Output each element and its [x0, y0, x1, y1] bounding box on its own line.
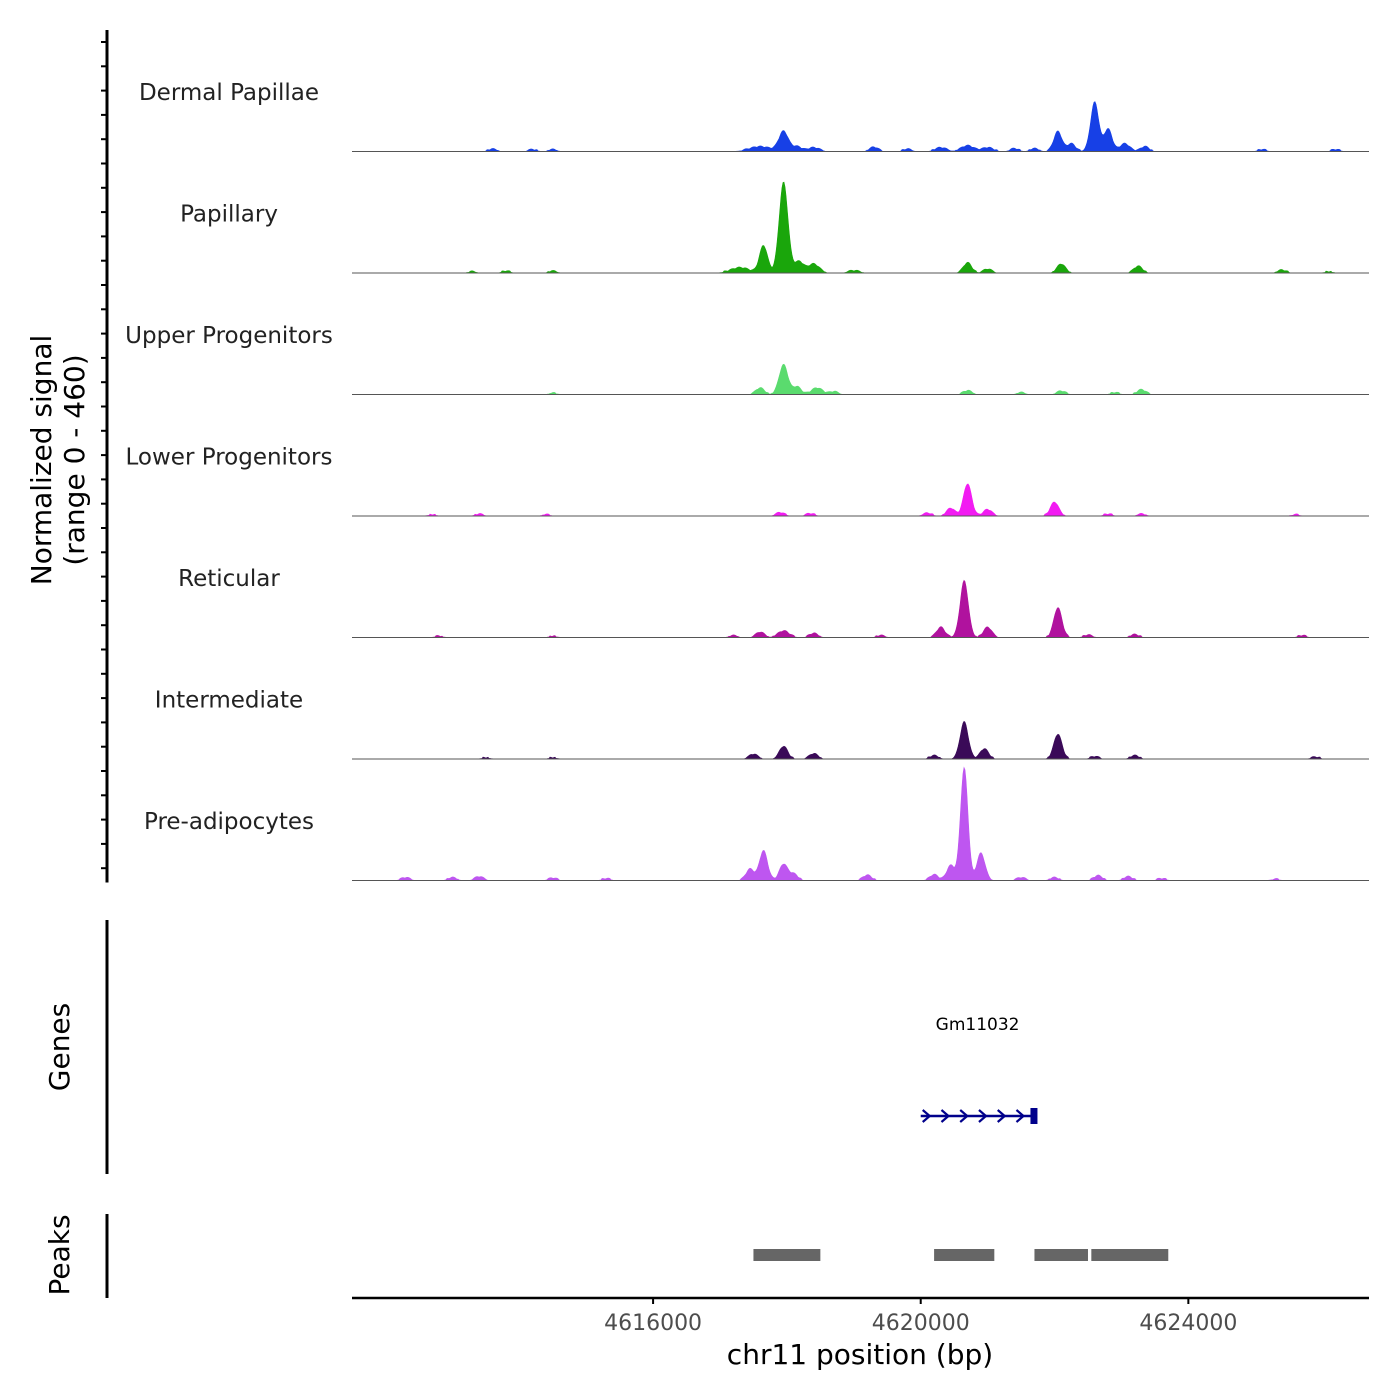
y-axis-label: Normalized signal (range 0 - 460) [25, 335, 91, 586]
coverage-y-axis [101, 30, 109, 883]
track-dermal-papillae: Dermal Papillae [139, 80, 1369, 152]
strand-arrow [922, 1109, 932, 1123]
coverage-area [352, 483, 1369, 517]
gene-exon [1030, 1108, 1038, 1124]
x-axis-tick-label: 4620000 [872, 1311, 970, 1336]
y-axis-label-line2: (range 0 - 460) [58, 354, 91, 565]
peaks-track: Peaks [43, 1214, 1169, 1298]
coverage-area [352, 766, 1369, 881]
track-label: Intermediate [155, 688, 303, 714]
track-upper-progenitors: Upper Progenitors [125, 323, 1369, 395]
genes-track: Genes Gm11032 [43, 920, 1038, 1174]
coverage-area [352, 579, 1369, 638]
track-intermediate: Intermediate [155, 688, 1369, 760]
strand-arrow [1015, 1109, 1026, 1123]
coverage-area [352, 363, 1369, 395]
peak-region [1091, 1249, 1169, 1261]
peak-region [753, 1249, 821, 1261]
coverage-area [352, 101, 1369, 152]
peak-region [934, 1249, 995, 1261]
x-axis-tick-label: 4624000 [1139, 1311, 1237, 1336]
track-label: Reticular [178, 566, 280, 592]
x-axis: chr11 position (bp) 4616000 4620000 462400… [352, 1296, 1369, 1371]
track-label: Upper Progenitors [125, 323, 333, 349]
coverage-area [352, 181, 1369, 274]
track-label: Dermal Papillae [139, 80, 319, 106]
x-axis-title: chr11 position (bp) [727, 1338, 993, 1371]
coverage-tracks: Dermal Papillae Papillary Upper Progenitor… [125, 80, 1369, 881]
track-lower-progenitors: Lower Progenitors [126, 445, 1369, 517]
gene-gm11032: Gm11032 [920, 1015, 1038, 1124]
gene-name-label: Gm11032 [936, 1015, 1020, 1035]
track-pre-adipocytes: Pre-adipocytes [144, 766, 1369, 881]
strand-arrow [978, 1109, 988, 1123]
track-label: Pre-adipocytes [144, 809, 314, 835]
y-axis-label-line1: Normalized signal [25, 335, 58, 586]
track-label: Lower Progenitors [126, 445, 333, 471]
peaks-track-label: Peaks [43, 1214, 76, 1295]
x-axis-tick-label: 4616000 [604, 1311, 702, 1336]
strand-arrow [996, 1109, 1007, 1123]
track-reticular: Reticular [178, 566, 1369, 638]
genes-track-label: Genes [43, 1003, 76, 1091]
coverage-area [352, 720, 1369, 760]
strand-arrow [959, 1109, 969, 1123]
peak-region [1034, 1249, 1088, 1261]
track-label: Papillary [180, 202, 278, 228]
track-papillary: Papillary [180, 181, 1369, 274]
strand-arrow [940, 1109, 951, 1123]
